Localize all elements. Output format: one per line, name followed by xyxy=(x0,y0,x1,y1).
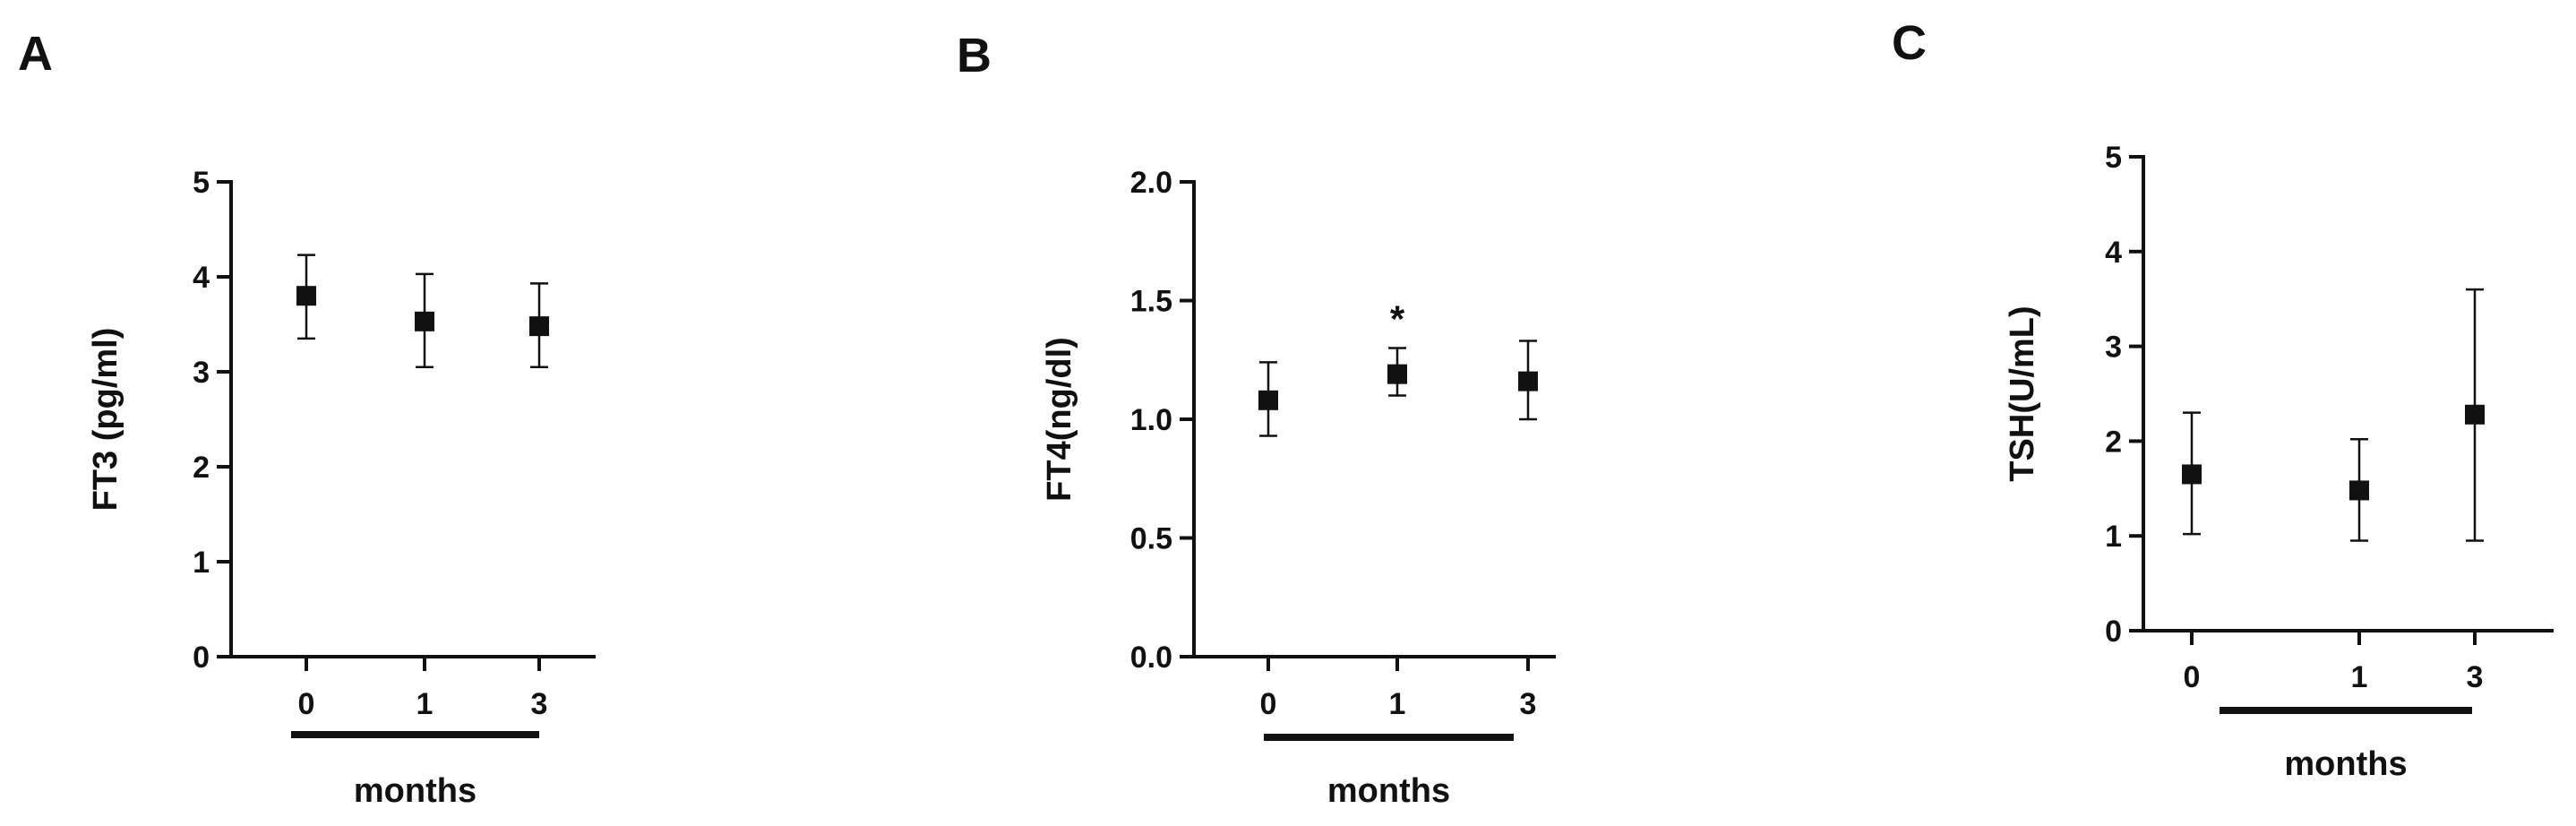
data-point-marker xyxy=(1518,371,1538,391)
y-tick-label: 1 xyxy=(193,546,210,580)
data-point-marker xyxy=(415,311,434,331)
chart-panel-c: C 0 1 2 3 4 5 0 1 3 months TSH(U/mL) xyxy=(1892,16,2554,783)
x-axis-title: months xyxy=(1327,772,1450,810)
y-tick-label: 1 xyxy=(2105,520,2122,554)
x-tick-label: 1 xyxy=(1389,687,1406,721)
y-tick-label: 0.0 xyxy=(1130,641,1172,675)
x-tick-label: 0 xyxy=(1260,687,1277,721)
data-point-marker xyxy=(2349,480,2369,501)
y-axis-title: TSH(U/mL) xyxy=(2004,305,2041,481)
y-axis-title: FT4(ng/dl) xyxy=(1041,337,1078,502)
data-point-marker xyxy=(2182,464,2202,485)
x-tick-label: 1 xyxy=(2351,660,2368,694)
data-point-marker xyxy=(296,286,316,306)
y-tick-label: 0.5 xyxy=(1130,522,1172,556)
x-tick-label: 0 xyxy=(2184,660,2201,694)
x-tick-label: 3 xyxy=(2467,660,2484,694)
y-tick-label: 2 xyxy=(193,451,210,485)
data-point-marker xyxy=(1387,364,1407,384)
y-tick-label: 4 xyxy=(2105,236,2122,270)
y-tick-label: 3 xyxy=(193,356,210,390)
y-tick-label: 1.5 xyxy=(1130,285,1172,319)
x-tick-label: 3 xyxy=(531,687,548,721)
panel-letter: B xyxy=(957,29,992,82)
x-tick-label: 1 xyxy=(416,687,434,721)
panel-letter: A xyxy=(18,27,53,81)
chart-panel-b: B 0.0 0.5 1.0 1.5 2.0 0 1 3 months FT4(ng/dl) * xyxy=(957,29,1556,810)
data-point-marker xyxy=(1258,390,1278,410)
panel-letter: C xyxy=(1892,16,1927,70)
y-axis-title: FT3 (pg/ml) xyxy=(87,328,125,512)
y-tick-label: 0 xyxy=(193,641,210,675)
chart-panel-a: A 0 1 2 3 4 5 0 1 3 months FT3 (pg/ml) xyxy=(18,27,596,810)
y-tick-label: 2.0 xyxy=(1130,166,1172,200)
y-tick-label: 0 xyxy=(2105,615,2122,649)
y-tick-label: 2 xyxy=(2105,425,2122,459)
y-tick-label: 4 xyxy=(193,261,210,295)
y-tick-label: 5 xyxy=(193,166,210,200)
x-tick-label: 0 xyxy=(298,687,315,721)
y-tick-label: 1.0 xyxy=(1130,403,1172,437)
significance-star: * xyxy=(1390,298,1405,340)
y-tick-label: 5 xyxy=(2105,141,2122,175)
x-axis-title: months xyxy=(354,772,477,810)
data-point-marker xyxy=(529,316,549,337)
x-tick-label: 3 xyxy=(1520,687,1537,721)
y-tick-label: 3 xyxy=(2105,331,2122,365)
x-axis-title: months xyxy=(2284,745,2407,783)
data-point-marker xyxy=(2465,404,2485,425)
